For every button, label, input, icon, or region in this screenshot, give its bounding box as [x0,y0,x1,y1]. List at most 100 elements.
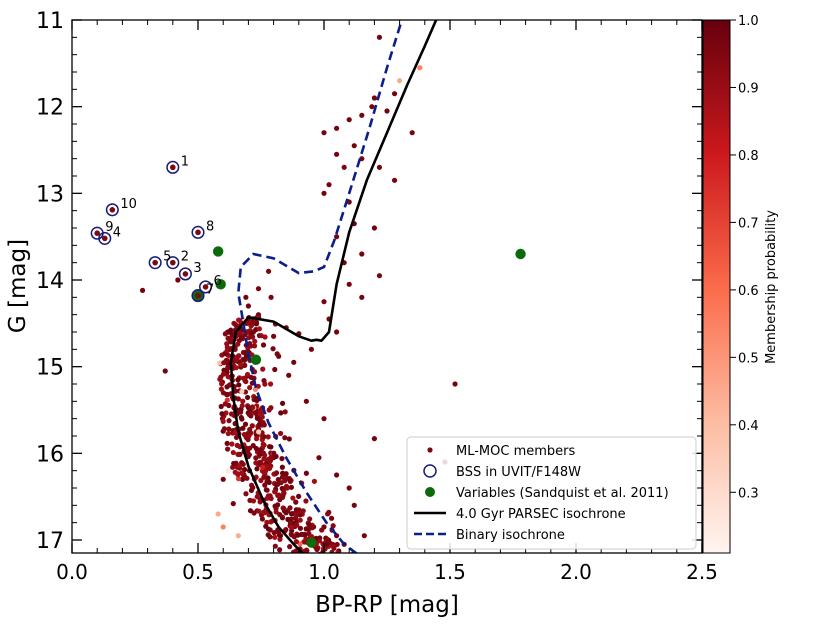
member-point [325,511,331,517]
bss-ring [148,256,162,270]
variable-star-point [212,246,224,257]
member-point [222,401,228,407]
member-point [217,360,223,366]
bss-point [195,292,201,299]
colorbar-tick-label: 0.9 [738,81,759,96]
member-point [287,520,294,526]
member-point [285,516,291,522]
member-point [282,409,288,415]
member-point [239,403,245,409]
member-point [245,404,251,411]
member-point [397,78,403,84]
member-point [232,321,239,328]
member-point [231,460,237,467]
member-point [236,382,242,388]
member-point [308,346,314,352]
member-point [290,495,296,501]
member-point [384,108,390,114]
member-point [256,421,263,427]
member-point [283,471,289,477]
member-point [226,426,232,432]
x-tick-label: 0.0 [56,560,88,584]
member-point [321,299,327,305]
legend-label-members: ML-MOC members [456,444,575,459]
y-tick-label: 16 [36,442,64,467]
member-point [265,456,272,462]
member-point [265,268,272,274]
member-point [234,356,240,362]
member-point [247,497,253,503]
variable-star-point [250,354,262,365]
parsec-isochrone-line [229,20,438,553]
member-point [288,511,295,517]
member-point [321,416,327,422]
member-point [303,470,309,476]
member-point [260,342,267,348]
bss-point [182,271,189,277]
member-point [321,190,327,196]
member-point [250,319,256,325]
legend-label-bss: BSS in UVIT/F148W [456,465,581,480]
colorbar-tick-label: 0.4 [738,419,759,434]
member-point [346,281,352,287]
member-point [261,377,267,384]
member-point [249,423,255,429]
member-point [220,371,227,377]
member-point [240,398,246,404]
member-point [235,533,241,539]
member-point [254,466,260,472]
member-point [274,351,280,357]
bss-ring [199,280,213,294]
member-point [297,525,304,531]
member-point [268,294,274,300]
bss-label: 6 [214,274,222,289]
member-point [262,482,268,488]
x-axis-label: BP-RP [mag] [315,592,459,618]
member-point [260,366,266,372]
member-point [334,151,340,157]
member-point [303,398,309,404]
member-point [225,430,231,437]
member-point [235,377,241,383]
member-point [346,485,352,491]
member-point [247,385,253,391]
bss-point [195,229,201,236]
y-axis-label: G [mag] [5,239,31,333]
bss-label: 2 [181,250,189,265]
bss-point [170,164,176,171]
member-point [267,534,273,540]
y-tick-label: 15 [36,356,64,381]
legend-marker-members [427,447,433,453]
member-point [244,475,250,481]
bss-ring [191,225,205,239]
member-point [309,525,315,531]
bss-label: 8 [206,219,214,234]
member-point [376,34,383,40]
member-point [272,489,278,495]
member-point [359,112,365,118]
member-point [220,476,226,482]
member-point [257,447,263,453]
isochrone-lines-group [229,20,438,553]
bss-point [202,284,209,290]
member-point [232,430,238,436]
member-point [235,476,242,482]
member-point [220,418,226,424]
member-point [391,91,398,97]
x-tick-label: 1.0 [308,560,340,584]
legend-label-isochrone: 4.0 Gyr PARSEC isochrone [456,507,626,522]
member-point [245,410,251,416]
member-point [272,366,278,373]
member-point [259,433,266,439]
member-point [268,495,274,502]
member-point [277,547,283,553]
member-point [303,526,309,532]
member-point [247,426,253,433]
member-point [252,386,259,392]
member-point [288,524,295,530]
member-point [247,341,253,347]
bss-label: 7 [206,283,214,298]
colorbar-tick-label: 1.0 [738,14,759,29]
member-point [287,505,293,511]
